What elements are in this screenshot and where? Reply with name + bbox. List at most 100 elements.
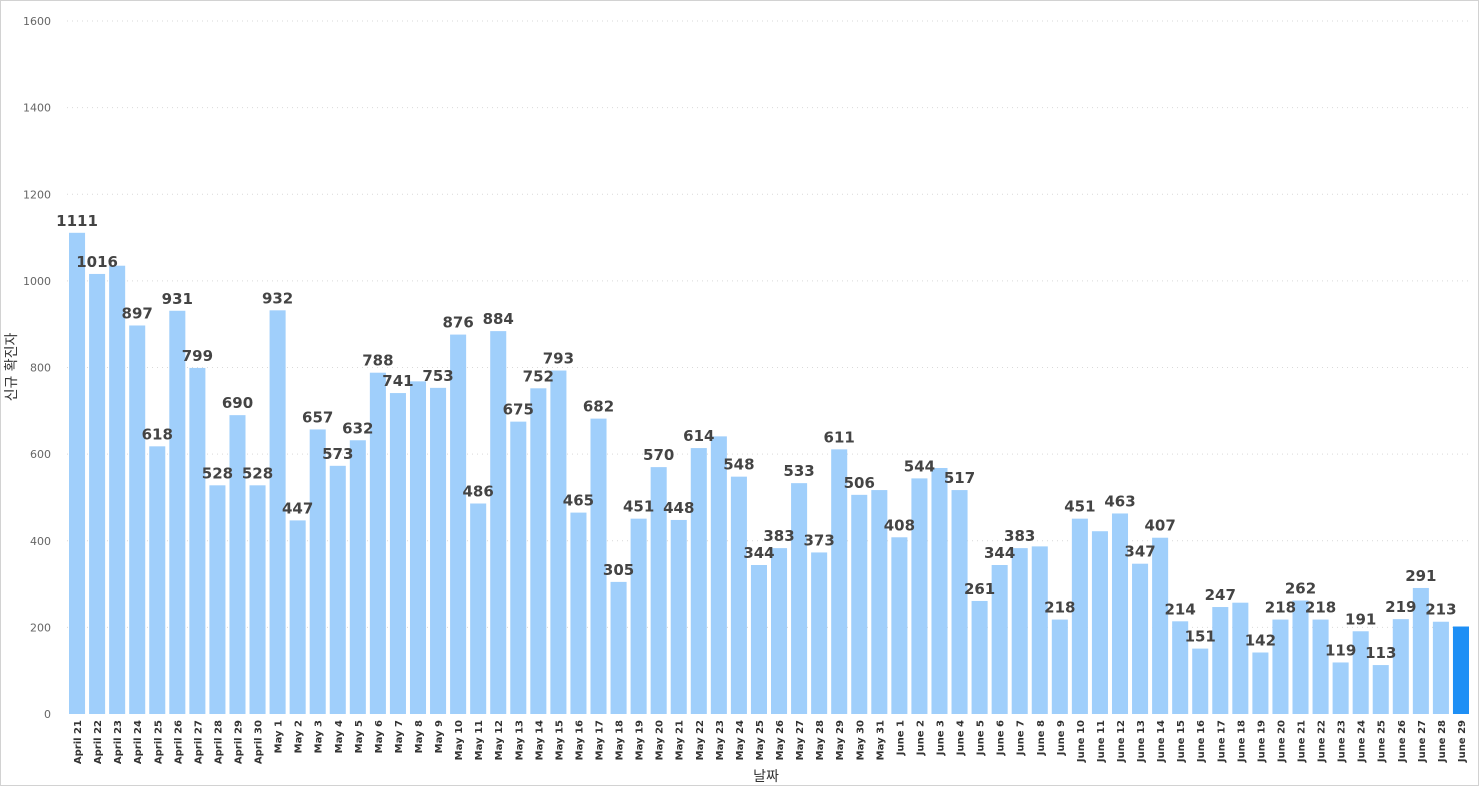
bar[interactable] — [89, 273, 106, 714]
data-label: 383 — [763, 527, 794, 545]
bar[interactable] — [510, 421, 527, 714]
bar[interactable] — [550, 370, 567, 714]
bar[interactable] — [650, 467, 667, 714]
bar[interactable] — [349, 440, 366, 714]
x-tick-label: June 29 — [1457, 720, 1468, 763]
data-label: 632 — [342, 419, 373, 437]
bar[interactable] — [1152, 537, 1169, 714]
bar[interactable] — [1091, 531, 1108, 714]
bar[interactable] — [971, 600, 988, 714]
bar[interactable] — [871, 490, 888, 714]
x-tick-label: May 17 — [595, 720, 606, 760]
bar[interactable] — [329, 465, 346, 714]
bar[interactable] — [1212, 607, 1229, 714]
data-label: 247 — [1205, 586, 1236, 604]
bar[interactable] — [851, 494, 868, 714]
bar[interactable] — [169, 310, 186, 714]
data-label: 119 — [1325, 641, 1356, 659]
bar[interactable] — [1232, 602, 1249, 714]
bar[interactable] — [129, 325, 146, 714]
bar[interactable] — [991, 565, 1008, 714]
bar[interactable] — [1252, 652, 1269, 714]
bar[interactable] — [1111, 513, 1129, 714]
data-label: 1111 — [56, 212, 98, 230]
bar[interactable] — [409, 381, 427, 714]
x-tick-label: June 17 — [1216, 720, 1227, 763]
bar[interactable] — [750, 565, 767, 714]
data-label: 611 — [824, 428, 855, 446]
data-label: 657 — [302, 408, 333, 426]
x-tick-label: April 29 — [233, 720, 244, 764]
bar[interactable] — [1372, 665, 1389, 714]
bar[interactable] — [690, 448, 707, 714]
bar[interactable] — [1132, 563, 1149, 714]
bar[interactable] — [69, 232, 86, 714]
bar[interactable] — [189, 367, 206, 714]
x-tick-label: May 16 — [574, 720, 585, 760]
y-tick-label: 1400 — [23, 102, 51, 115]
x-tick-label: May 2 — [294, 720, 305, 753]
data-label: 451 — [1064, 498, 1095, 516]
bar[interactable] — [911, 478, 928, 714]
bar[interactable] — [1432, 621, 1449, 714]
bar[interactable] — [730, 476, 747, 714]
bar[interactable] — [109, 265, 126, 714]
bar[interactable] — [590, 418, 607, 714]
bar[interactable] — [1352, 631, 1369, 714]
x-tick-label: May 19 — [635, 720, 646, 760]
bar[interactable] — [389, 393, 406, 714]
bar[interactable] — [951, 490, 968, 714]
bar[interactable] — [931, 467, 948, 714]
bar[interactable] — [1071, 518, 1088, 714]
bar[interactable] — [1011, 548, 1028, 714]
bar[interactable] — [149, 446, 166, 714]
bar[interactable] — [430, 387, 447, 714]
bar[interactable] — [309, 429, 326, 714]
bar[interactable] — [1031, 546, 1048, 714]
bar[interactable] — [771, 548, 788, 714]
bar[interactable] — [209, 485, 226, 714]
bar[interactable] — [1192, 648, 1209, 714]
bar[interactable] — [630, 518, 647, 714]
bar[interactable] — [530, 388, 547, 714]
bar[interactable] — [891, 537, 908, 714]
y-tick-label: 0 — [44, 708, 51, 721]
data-label: 517 — [944, 469, 975, 487]
bar[interactable] — [369, 372, 386, 714]
bar[interactable] — [1332, 662, 1349, 714]
bar[interactable] — [1392, 619, 1409, 714]
bar[interactable] — [1292, 600, 1309, 714]
data-label: 262 — [1285, 580, 1316, 598]
bar[interactable] — [1272, 619, 1289, 714]
bar[interactable] — [610, 581, 627, 714]
bar[interactable] — [791, 483, 808, 714]
x-tick-label: June 24 — [1357, 720, 1368, 763]
data-label: 533 — [783, 462, 814, 480]
bar[interactable] — [1172, 621, 1189, 714]
bar[interactable] — [229, 415, 246, 714]
x-tick-label: June 7 — [1016, 720, 1027, 756]
bar[interactable] — [289, 520, 306, 714]
data-label: 151 — [1185, 628, 1216, 646]
data-label: 1016 — [76, 253, 118, 271]
bar[interactable] — [831, 449, 848, 714]
bar[interactable] — [269, 310, 286, 714]
bar[interactable] — [470, 503, 487, 714]
x-tick-label: June 6 — [996, 720, 1007, 756]
bar[interactable] — [1312, 619, 1329, 714]
data-label: 741 — [382, 372, 413, 390]
bar[interactable] — [249, 485, 266, 714]
bar[interactable] — [1051, 619, 1068, 714]
bar[interactable] — [670, 519, 687, 714]
bar[interactable] — [1412, 587, 1429, 714]
data-label: 528 — [242, 464, 273, 482]
bar[interactable] — [450, 334, 467, 714]
bar[interactable] — [1452, 626, 1469, 714]
data-label: 218 — [1265, 599, 1296, 617]
bar[interactable] — [811, 552, 828, 714]
data-label: 219 — [1385, 598, 1416, 616]
data-label: 618 — [142, 425, 173, 443]
bar[interactable] — [570, 512, 587, 714]
bar[interactable] — [490, 331, 507, 714]
bar[interactable] — [710, 436, 727, 714]
